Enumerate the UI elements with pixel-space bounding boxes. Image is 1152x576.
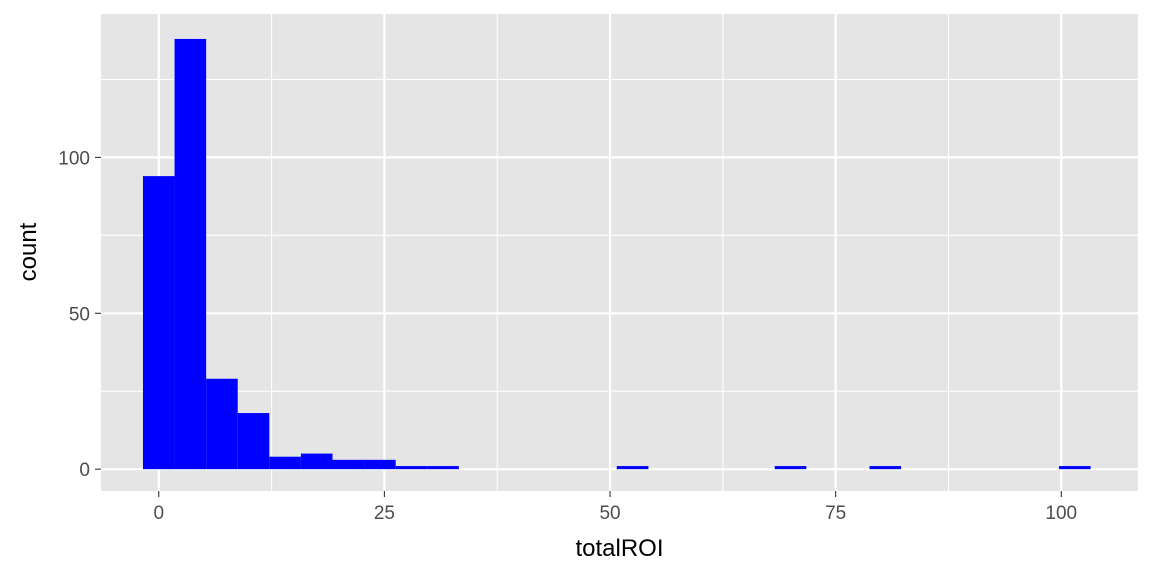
histogram-bar — [869, 466, 902, 470]
y-axis: 0 50 100 — [58, 148, 101, 481]
histogram-bar — [364, 459, 396, 470]
major-grid-lines — [101, 14, 1138, 491]
histogram-bar — [1059, 466, 1091, 470]
histogram-bar — [427, 466, 459, 470]
histogram-bar — [332, 459, 365, 470]
x-axis-title: totalROI — [575, 535, 663, 562]
histogram-bar — [269, 456, 301, 470]
histogram-bar — [174, 38, 207, 470]
histogram-bar — [616, 466, 649, 470]
y-tick-label: 50 — [69, 304, 90, 325]
histogram-bar — [300, 453, 333, 470]
x-tick-label: 0 — [153, 503, 164, 524]
histogram-bars — [142, 38, 1091, 470]
x-tick-label: 50 — [599, 503, 620, 524]
y-tick-label: 100 — [58, 148, 90, 169]
x-tick-label: 75 — [825, 503, 846, 524]
x-tick-label: 25 — [374, 503, 395, 524]
y-axis-title: count — [15, 222, 42, 281]
histogram-bar — [237, 413, 270, 470]
minor-grid-lines — [101, 14, 1138, 491]
histogram-bar — [142, 176, 175, 470]
x-tick-label: 100 — [1045, 503, 1077, 524]
histogram-bar — [395, 466, 428, 470]
plot-panel — [101, 14, 1138, 491]
x-axis: 0 25 50 75 100 — [153, 491, 1077, 524]
histogram-bar — [206, 378, 238, 470]
histogram-bar — [774, 466, 807, 470]
y-tick-label: 0 — [79, 460, 90, 481]
